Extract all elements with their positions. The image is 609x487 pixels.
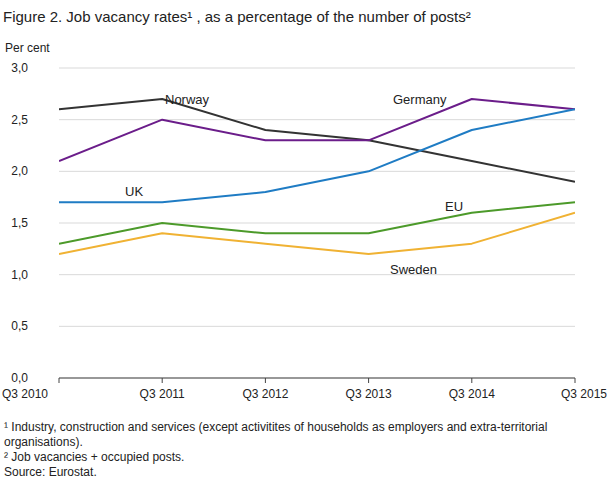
grid-line <box>59 326 575 327</box>
note: ² Job vacancies + occupied posts. <box>4 450 594 465</box>
grid-line <box>59 119 575 120</box>
series-label: Sweden <box>390 262 437 277</box>
x-tick-label: Q3 2011 <box>140 387 185 401</box>
series-line <box>59 213 575 254</box>
y-tick-label: 2,0 <box>11 164 28 178</box>
series-label: Norway <box>165 92 210 107</box>
grid-line <box>59 223 575 224</box>
x-axis <box>59 378 575 379</box>
series-label: EU <box>445 199 463 214</box>
x-tick-label: Q3 2013 <box>346 387 392 401</box>
x-tick-label: Q3 2014 <box>449 387 495 401</box>
x-tick <box>368 378 369 383</box>
series-line <box>59 202 575 243</box>
grid-line <box>59 274 575 275</box>
plot <box>59 99 575 254</box>
y-label: Per cent <box>5 41 50 55</box>
x-tick <box>471 378 472 383</box>
x-tick <box>265 378 266 383</box>
series-line <box>59 99 575 182</box>
note: ¹ Industry, construction and services (e… <box>4 420 594 450</box>
note: Source: Eurostat. <box>4 465 594 480</box>
y-tick-label: 3,0 <box>11 61 28 75</box>
grid-line <box>59 378 575 379</box>
chart: Figure 2. Job vacancy rates¹ , as a perc… <box>0 0 609 487</box>
series-line <box>59 109 575 202</box>
y-tick-label: 0,5 <box>11 319 28 333</box>
y-tick-label: 2,5 <box>11 113 28 127</box>
x-tick <box>162 378 163 383</box>
x-tick <box>59 378 60 383</box>
series-label: Germany <box>393 92 447 107</box>
notes: ¹ Industry, construction and services (e… <box>4 420 594 480</box>
y-tick-label: 1,0 <box>11 268 28 282</box>
series-label: UK <box>125 184 143 199</box>
y-tick-label: 1,5 <box>11 216 28 230</box>
y-tick-label: 0,0 <box>11 371 28 385</box>
grid-line <box>59 68 575 69</box>
series-line <box>59 99 575 161</box>
x-tick-label: Q3 2010 <box>2 387 48 401</box>
x-tick <box>575 378 576 383</box>
x-tick-label: Q3 2012 <box>242 387 288 401</box>
x-tick-label: Q3 2015 <box>561 387 607 401</box>
title: Figure 2. Job vacancy rates¹ , as a perc… <box>3 8 471 25</box>
grid-line <box>59 171 575 172</box>
